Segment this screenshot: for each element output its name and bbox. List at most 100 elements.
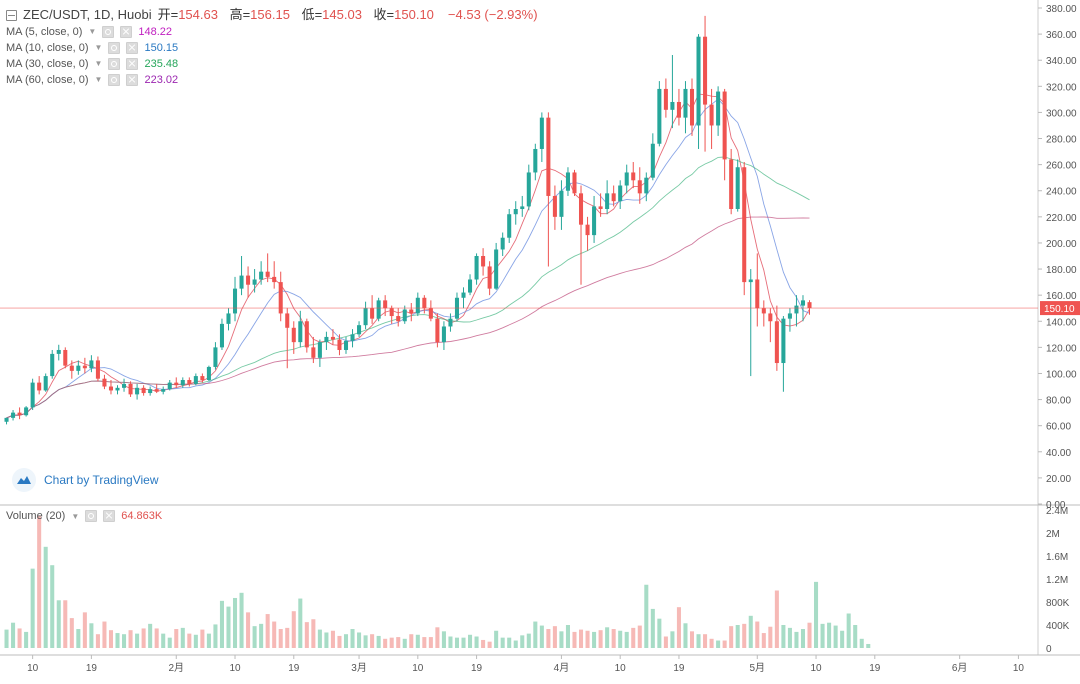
volume-bar: [859, 638, 864, 648]
indicator-value: 148.22: [138, 26, 172, 38]
settings-icon[interactable]: [108, 42, 121, 54]
volume-bar: [174, 629, 179, 648]
candle: [631, 162, 636, 189]
candle-body: [500, 237, 505, 250]
candle: [585, 216, 590, 251]
price-tick-label: 120.00: [1046, 343, 1077, 354]
volume-bar: [703, 634, 708, 648]
candle: [494, 242, 499, 290]
time-tick-label: 2月: [168, 662, 184, 674]
candle: [63, 347, 68, 369]
change-value: −4.53 (−2.93%): [447, 7, 538, 22]
close-icon[interactable]: [126, 42, 139, 54]
candle: [742, 162, 747, 296]
volume-bar: [468, 634, 473, 648]
volume-bar: [213, 624, 218, 648]
settings-icon[interactable]: [108, 58, 121, 70]
candle: [239, 256, 244, 296]
volume-bar: [546, 629, 551, 648]
volume-bar: [330, 630, 335, 648]
candle-body: [343, 340, 349, 350]
settings-icon[interactable]: [85, 510, 98, 522]
volume-bar: [657, 618, 662, 648]
volume-bar: [141, 628, 146, 648]
candle-body: [193, 376, 198, 384]
chevron-down-icon[interactable]: ▼: [71, 511, 80, 521]
time-tick-label: 10: [412, 663, 424, 674]
candle: [650, 133, 655, 181]
volume-bar: [494, 630, 499, 648]
volume-bar: [108, 630, 114, 648]
indicator-ma5[interactable]: MA (5, close, 0) ▼ 148.22: [6, 24, 538, 40]
volume-bar: [4, 629, 9, 648]
volume-bar: [259, 623, 264, 648]
close-icon[interactable]: [126, 58, 139, 70]
chevron-down-icon[interactable]: ▼: [94, 75, 103, 84]
candle-body: [507, 214, 512, 238]
indicator-ma60[interactable]: MA (60, close, 0) ▼ 223.02: [6, 72, 538, 88]
settings-icon[interactable]: [108, 74, 121, 86]
candle: [409, 302, 414, 322]
candle: [30, 378, 35, 411]
close-icon[interactable]: [120, 26, 133, 38]
volume-bar: [219, 600, 224, 648]
candle: [213, 342, 218, 370]
candle-body: [135, 387, 140, 395]
volume-bar: [481, 639, 486, 648]
candle-body: [69, 365, 74, 371]
candle-body: [800, 300, 806, 306]
tradingview-branding[interactable]: Chart by TradingView: [12, 468, 159, 492]
volume-bar: [239, 592, 244, 648]
candle: [128, 381, 133, 397]
time-tick-label: 6月: [952, 662, 968, 674]
indicator-ma10[interactable]: MA (10, close, 0) ▼ 150.15: [6, 40, 538, 56]
collapse-icon[interactable]: [6, 9, 17, 21]
volume-legend[interactable]: Volume (20) ▼ 64.863K: [6, 510, 162, 522]
candle-body: [324, 336, 329, 343]
candle: [24, 406, 29, 417]
price-tick-label: 160.00: [1046, 291, 1077, 302]
close-icon[interactable]: [103, 510, 116, 522]
candle-body: [559, 190, 564, 217]
last-price-label: 150.10: [1044, 304, 1075, 315]
candle: [102, 374, 107, 390]
chevron-down-icon[interactable]: ▼: [94, 59, 103, 68]
volume-bar: [389, 637, 394, 648]
volume-bar: [624, 631, 629, 648]
volume-bar: [37, 515, 42, 648]
settings-icon[interactable]: [102, 26, 115, 38]
candle: [11, 410, 16, 421]
candle-body: [89, 360, 94, 369]
branding-text[interactable]: Chart by TradingView: [44, 473, 159, 487]
volume-bar: [683, 623, 688, 648]
candle-body: [187, 380, 192, 384]
candle: [272, 261, 277, 289]
volume-bar: [533, 621, 538, 648]
volume-tick-label: 2M: [1046, 529, 1060, 540]
candle-body: [37, 382, 42, 391]
candle-body: [689, 88, 695, 126]
candle: [357, 321, 362, 337]
candle-body: [676, 101, 681, 118]
candle: [637, 167, 642, 204]
candle-body: [703, 36, 708, 105]
candle-body: [272, 276, 277, 283]
volume-bar: [454, 637, 460, 648]
volume-bar: [474, 636, 479, 648]
ma-60-line: [6, 216, 810, 419]
chevron-down-icon[interactable]: ▼: [94, 43, 103, 52]
high-value: 156.15: [250, 7, 290, 22]
price-tick-label: 20.00: [1046, 474, 1071, 485]
volume-bar: [781, 625, 786, 648]
price-tick-label: 140.00: [1046, 317, 1077, 328]
candle-body: [611, 193, 616, 202]
volume-bar: [846, 613, 851, 648]
price-tick-label: 340.00: [1046, 56, 1077, 67]
volume-bar: [363, 635, 368, 648]
indicator-ma30[interactable]: MA (30, close, 0) ▼ 235.48: [6, 56, 538, 72]
close-icon[interactable]: [126, 74, 139, 86]
chevron-down-icon[interactable]: ▼: [88, 27, 97, 36]
candle: [618, 180, 623, 210]
volume-bar: [644, 584, 649, 648]
